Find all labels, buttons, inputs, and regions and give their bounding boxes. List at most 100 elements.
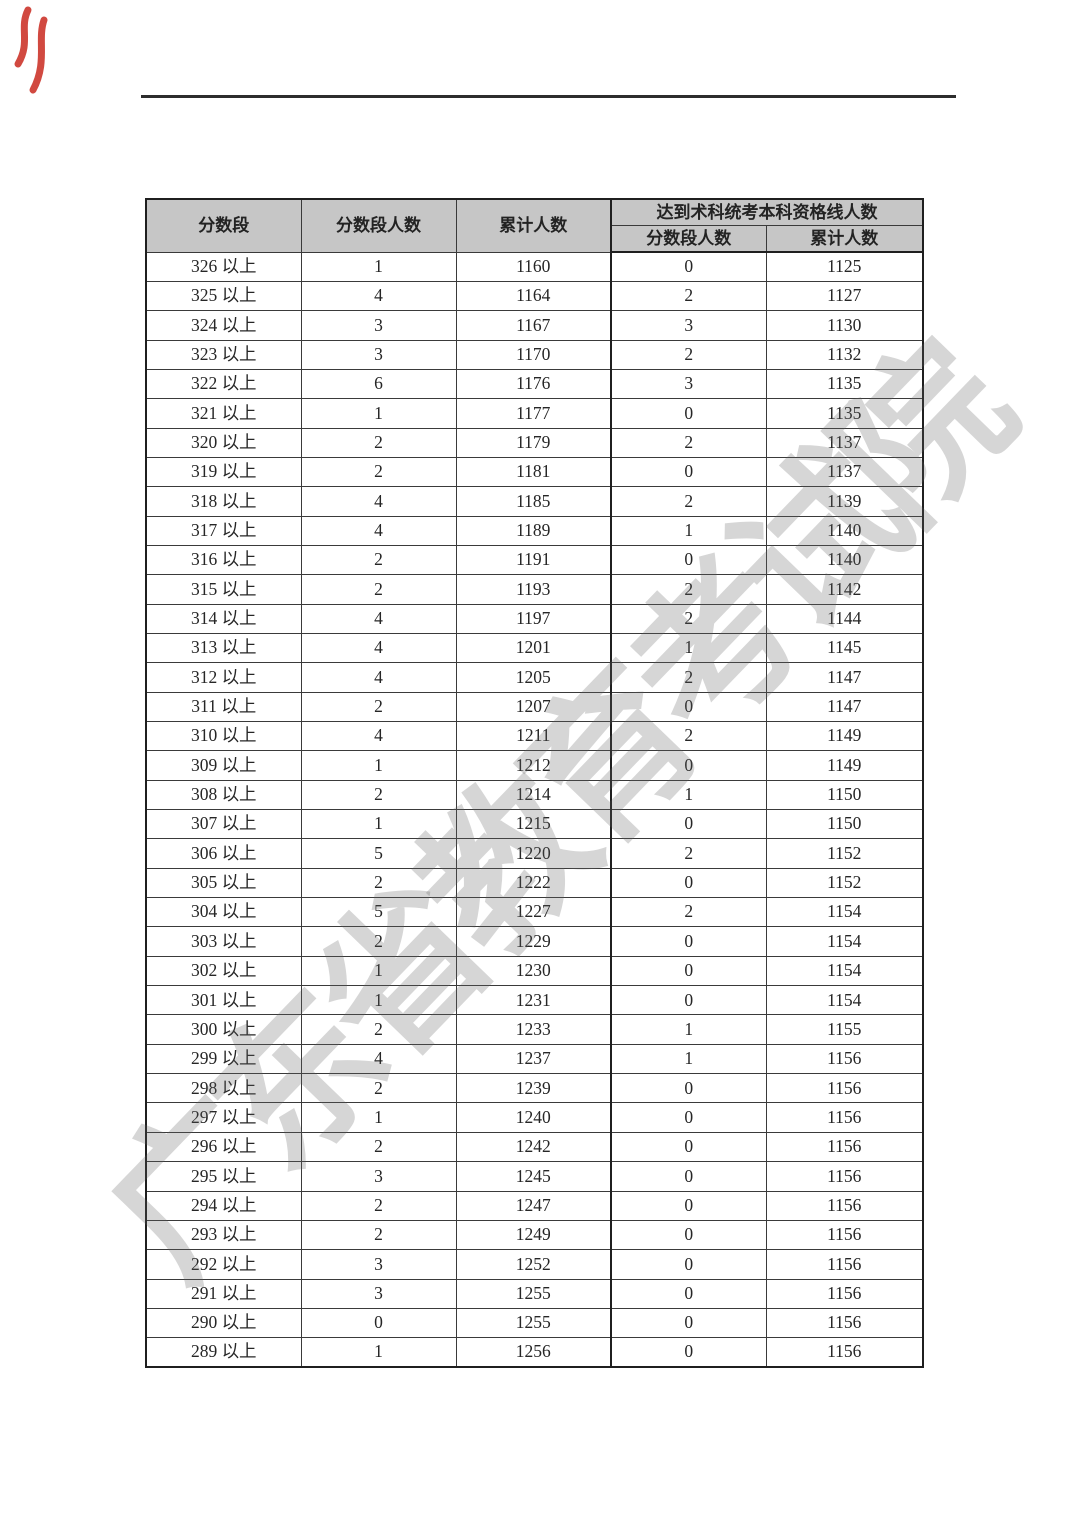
- range-count-cell: 4: [300, 280, 457, 312]
- cumulative-cell: 1164: [455, 280, 612, 312]
- score-range-cell: 314 以上: [145, 603, 302, 634]
- range-count-cell: 5: [300, 838, 457, 869]
- score-range-cell: 318 以上: [145, 486, 302, 517]
- cumulative-cell: 1240: [455, 1102, 612, 1133]
- qualified-group-header: 达到术科统考本科资格线人数: [610, 198, 924, 226]
- score-range-cell: 320 以上: [145, 427, 302, 458]
- cumulative-cell: 1211: [455, 720, 612, 752]
- score-range-cell: 315 以上: [145, 574, 302, 605]
- table-row: 309 以上 1 1212 0 1149: [145, 750, 924, 781]
- score-range-cell: 317 以上: [145, 515, 302, 546]
- range-count-cell: 4: [300, 603, 457, 634]
- qualified-cumulative-cell: 1137: [765, 456, 924, 488]
- qualified-cumulative-cell: 1156: [765, 1190, 924, 1221]
- score-range-cell: 313 以上: [145, 632, 302, 664]
- range-count-cell: 4: [300, 720, 457, 752]
- qualified-range-count-cell: 0: [610, 691, 767, 723]
- table-row: 292 以上 3 1252 0 1156: [145, 1249, 924, 1280]
- table-row: 325 以上 4 1164 2 1127: [145, 280, 924, 312]
- qualified-range-count-cell: 0: [610, 1307, 767, 1339]
- qualified-range-count-cell: 0: [610, 398, 767, 429]
- qualified-range-count-cell: 0: [610, 809, 767, 840]
- table-row: 315 以上 2 1193 2 1142: [145, 574, 924, 605]
- table-row: 289 以上 1 1256 0 1156: [145, 1337, 924, 1368]
- table-row: 298 以上 2 1239 0 1156: [145, 1073, 924, 1104]
- qualified-cumulative-cell: 1139: [765, 486, 924, 517]
- qualified-cumulative-cell: 1156: [765, 1219, 924, 1251]
- score-range-cell: 303 以上: [145, 926, 302, 957]
- cumulative-cell: 1220: [455, 838, 612, 869]
- cumulative-cell: 1160: [455, 251, 612, 282]
- score-range-cell: 296 以上: [145, 1131, 302, 1163]
- cumulative-cell: 1255: [455, 1307, 612, 1339]
- table-row: 303 以上 2 1229 0 1154: [145, 926, 924, 957]
- range-count-cell: 4: [300, 486, 457, 517]
- qualified-cumulative-cell: 1149: [765, 750, 924, 781]
- cumulative-cell: 1229: [455, 926, 612, 957]
- qualified-cumulative-cell: 1156: [765, 1307, 924, 1339]
- qualified-cumulative-cell: 1156: [765, 1131, 924, 1163]
- qualified-cumulative-cell: 1152: [765, 838, 924, 869]
- qualified-cumulative-cell: 1140: [765, 515, 924, 546]
- range-count-cell: 2: [300, 456, 457, 488]
- qualified-range-count-cell: 1: [610, 632, 767, 664]
- qualified-cumulative-cell: 1144: [765, 603, 924, 634]
- table-row: 291 以上 3 1255 0 1156: [145, 1278, 924, 1309]
- cumulative-cell: 1176: [455, 368, 612, 400]
- qualified-range-count-cell: 0: [610, 1161, 767, 1192]
- qualified-range-count-cell: 2: [610, 897, 767, 928]
- range-count-cell: 4: [300, 1043, 457, 1075]
- cumulative-cell: 1215: [455, 809, 612, 840]
- table-row: 326 以上 1 1160 0 1125: [145, 251, 924, 282]
- table-row: 304 以上 5 1227 2 1154: [145, 897, 924, 928]
- cumulative-cell: 1170: [455, 339, 612, 370]
- cumulative-cell: 1255: [455, 1278, 612, 1309]
- table-row: 299 以上 4 1237 1 1156: [145, 1043, 924, 1075]
- cumulative-cell: 1214: [455, 779, 612, 811]
- qualified-range-count-cell: 3: [610, 368, 767, 400]
- qualified-cumulative-cell: 1150: [765, 809, 924, 840]
- range-count-cell: 2: [300, 1073, 457, 1104]
- qualified-range-count-cell: 0: [610, 1278, 767, 1309]
- range-count-cell: 1: [300, 985, 457, 1016]
- cumulative-cell: 1212: [455, 750, 612, 781]
- cumulative-cell: 1233: [455, 1014, 612, 1045]
- range-count-cell: 4: [300, 515, 457, 546]
- cumulative-cell: 1242: [455, 1131, 612, 1163]
- range-count-cell: 2: [300, 867, 457, 899]
- cumulative-cell: 1201: [455, 632, 612, 664]
- score-range-cell: 324 以上: [145, 310, 302, 341]
- cumulative-cell: 1207: [455, 691, 612, 723]
- cumulative-cell: 1189: [455, 515, 612, 546]
- score-range-cell: 308 以上: [145, 779, 302, 811]
- score-range-cell: 301 以上: [145, 985, 302, 1016]
- qualified-cumulative-cell: 1135: [765, 398, 924, 429]
- range-count-cell: 1: [300, 1337, 457, 1368]
- score-range-cell: 297 以上: [145, 1102, 302, 1133]
- qualified-range-count-cell: 0: [610, 985, 767, 1016]
- score-range-cell: 292 以上: [145, 1249, 302, 1280]
- table-row: 314 以上 4 1197 2 1144: [145, 603, 924, 634]
- cumulative-cell: 1177: [455, 398, 612, 429]
- range-count-cell: 6: [300, 368, 457, 400]
- qualified-range-count-cell: 2: [610, 486, 767, 517]
- cumulative-cell: 1227: [455, 897, 612, 928]
- score-range-cell: 302 以上: [145, 955, 302, 987]
- score-range-cell: 321 以上: [145, 398, 302, 429]
- table-row: 316 以上 2 1191 0 1140: [145, 544, 924, 576]
- table-row: 319 以上 2 1181 0 1137: [145, 456, 924, 488]
- cumulative-cell: 1237: [455, 1043, 612, 1075]
- cumulative-cell: 1252: [455, 1249, 612, 1280]
- range-count-cell: 4: [300, 662, 457, 693]
- qualified-range-count-cell: 0: [610, 544, 767, 576]
- qualified-cumulative-cell: 1156: [765, 1043, 924, 1075]
- range-count-cell: 3: [300, 1278, 457, 1309]
- qualified-cumulative-cell: 1142: [765, 574, 924, 605]
- qualified-range-count-cell: 2: [610, 838, 767, 869]
- range-count-cell: 1: [300, 955, 457, 987]
- qualified-range-count-cell: 0: [610, 867, 767, 899]
- qualified-cumulative-cell: 1150: [765, 779, 924, 811]
- cumulative-cell: 1230: [455, 955, 612, 987]
- qualified-range-count-cell: 0: [610, 1219, 767, 1251]
